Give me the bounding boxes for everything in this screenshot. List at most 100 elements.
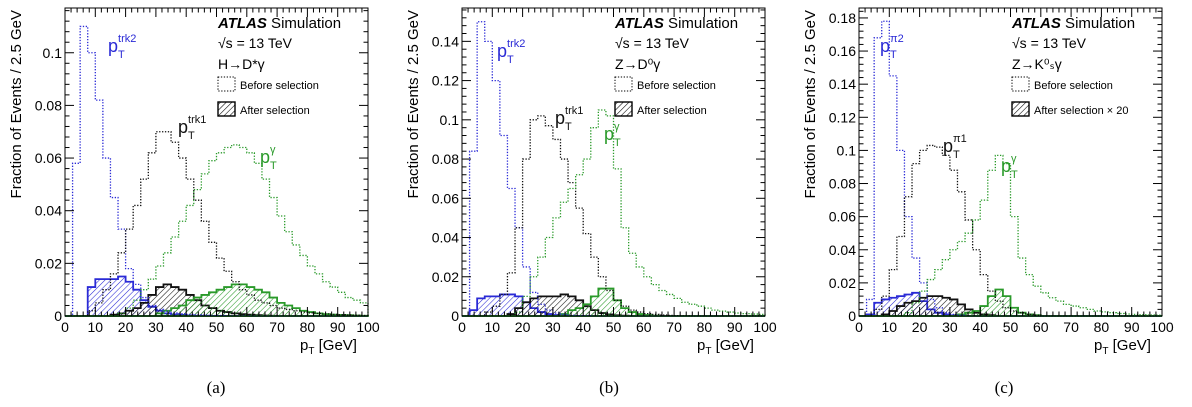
x-tick-label: 20 [118,319,134,335]
y-axis-label: Fraction of Events / 2.5 GeV [405,10,422,198]
y-tick-label: 0.08 [432,151,459,167]
x-tick-label: 100 [356,319,380,335]
panel-a-chart: 0 10 20 30 40 50 60 70 80 90 100 0 0.02 0.04 0.06 0.08 0… [8,7,380,357]
legend-before-swatch [1011,76,1030,92]
y-tick-label: 0.1 [837,142,857,158]
y-tick-label: 0.04 [829,242,856,258]
legend-after-label: After selection [637,105,707,117]
y-tick-label: 0.1 [440,112,460,128]
y-tick-label: 0.04 [432,230,459,246]
y-tick-label: 0.14 [829,76,856,92]
legend-before-swatch [614,76,633,92]
energy-label: √s = 13 TeV [615,35,690,51]
x-tick-label: 10 [485,319,501,335]
x-tick-label: 60 [636,319,652,335]
x-tick-label: 90 [1124,319,1140,335]
y-tick-label: 0.16 [829,43,856,59]
y-tick-label: 0.12 [432,73,459,89]
x-tick-label: 50 [209,319,225,335]
x-axis-label: pT [GeV] [300,337,357,357]
x-tick-label: 60 [1033,319,1049,335]
legend-after-swatch [217,101,236,117]
x-tick-label: 20 [515,319,531,335]
y-tick-label: 0.14 [432,33,459,49]
legend-before-swatch [217,76,236,92]
atlas-label: ATLAS Simulation [1011,15,1135,32]
x-tick-label: 60 [239,319,255,335]
panel-b-chart: 0 10 20 30 40 50 60 70 80 90 100 0 0.02 0.04 0.06 0.08 0… [405,7,777,357]
x-tick-label: 70 [1063,319,1079,335]
panel-c-chart: 0 10 20 30 40 50 60 70 80 90 100 0 0.02 0.04 0.06 0.08 0… [802,7,1174,357]
y-tick-label: 0.04 [35,203,62,219]
x-tick-label: 20 [912,319,928,335]
y-axis-label: Fraction of Events / 2.5 GeV [802,10,819,198]
before-selection-hist-1 [65,131,369,317]
y-tick-label: 0.02 [829,275,856,291]
y-tick-label: 0.08 [35,97,62,113]
legend-after-label: After selection × 20 [1034,105,1128,117]
y-tick-label: 0 [54,308,62,324]
y-tick-label: 0.06 [432,190,459,206]
legend-after-label: After selection [240,105,310,117]
x-tick-label: 30 [545,319,561,335]
x-tick-label: 90 [727,319,743,335]
series-label-1: ptrk1 T [178,114,206,142]
series-label-0: ptrk2 T [108,33,136,61]
series-label-2: pγ T [604,121,621,149]
y-tick-label: 0.02 [35,255,62,271]
atlas-label: ATLAS Simulation [614,15,738,32]
panel-a-axes: 0 10 20 30 40 50 60 70 80 90 100 0 0.02 0.04 0.06 0.08 0… [8,7,380,357]
y-tick-label: 0.1 [43,45,63,61]
y-tick-label: 0.02 [432,269,459,285]
panel-a-marks [65,25,369,317]
process-label: Z→K⁰ₛγ [1012,56,1062,72]
series-label-2: pγ T [260,144,277,172]
panel-c-axes: 0 10 20 30 40 50 60 70 80 90 100 0 0.02 0.04 0.06 0.08 0… [802,7,1174,357]
x-tick-label: 30 [942,319,958,335]
x-tick-label: 50 [606,319,622,335]
x-tick-label: 0 [61,319,69,335]
atlas-label: ATLAS Simulation [217,15,341,32]
x-tick-label: 70 [269,319,285,335]
y-tick-label: 0.06 [829,209,856,225]
x-tick-label: 90 [330,319,346,335]
energy-label: √s = 13 TeV [218,35,293,51]
y-tick-label: 0 [451,308,459,324]
before-selection-hist-2 [462,109,766,317]
panel-b-axes: 0 10 20 30 40 50 60 70 80 90 100 0 0.02 0.04 0.06 0.08 0… [405,7,777,357]
legend-after-swatch [614,101,633,117]
x-tick-label: 100 [1150,319,1174,335]
process-label: Z→D⁰γ [615,56,660,72]
y-tick-label: 0.06 [35,150,62,166]
y-tick-label: 0.08 [829,176,856,192]
series-label-0: ptrk2 T [497,38,525,66]
panel-c-caption: (c) [994,378,1014,397]
x-tick-label: 40 [178,319,194,335]
series-label-1: pπ1 T [943,133,967,161]
x-tick-label: 0 [855,319,863,335]
x-tick-label: 40 [972,319,988,335]
series-label-2: pγ T [1001,153,1018,181]
energy-label: √s = 13 TeV [1012,35,1087,51]
process-label: H→D*γ [218,56,265,72]
before-selection-hist-0 [462,21,765,317]
panel-a-caption: (a) [206,378,226,397]
x-axis-label: pT [GeV] [697,337,754,357]
x-tick-label: 10 [882,319,898,335]
x-axis-label: pT [GeV] [1094,337,1151,357]
before-selection-hist-2 [65,144,369,317]
y-tick-label: 0 [848,308,856,324]
legend-before-label: Before selection [1034,80,1113,92]
x-tick-label: 40 [575,319,591,335]
legend-before-label: Before selection [240,80,319,92]
legend-before-label: Before selection [637,80,716,92]
panel-b-caption: (b) [599,378,619,397]
x-tick-label: 0 [458,319,466,335]
x-tick-label: 10 [88,319,104,335]
y-axis-label: Fraction of Events / 2.5 GeV [8,10,25,198]
x-tick-label: 80 [300,319,316,335]
x-tick-label: 70 [666,319,682,335]
series-label-0: pπ2 T [880,33,904,61]
legend-after-swatch [1011,101,1030,117]
x-tick-label: 50 [1003,319,1019,335]
